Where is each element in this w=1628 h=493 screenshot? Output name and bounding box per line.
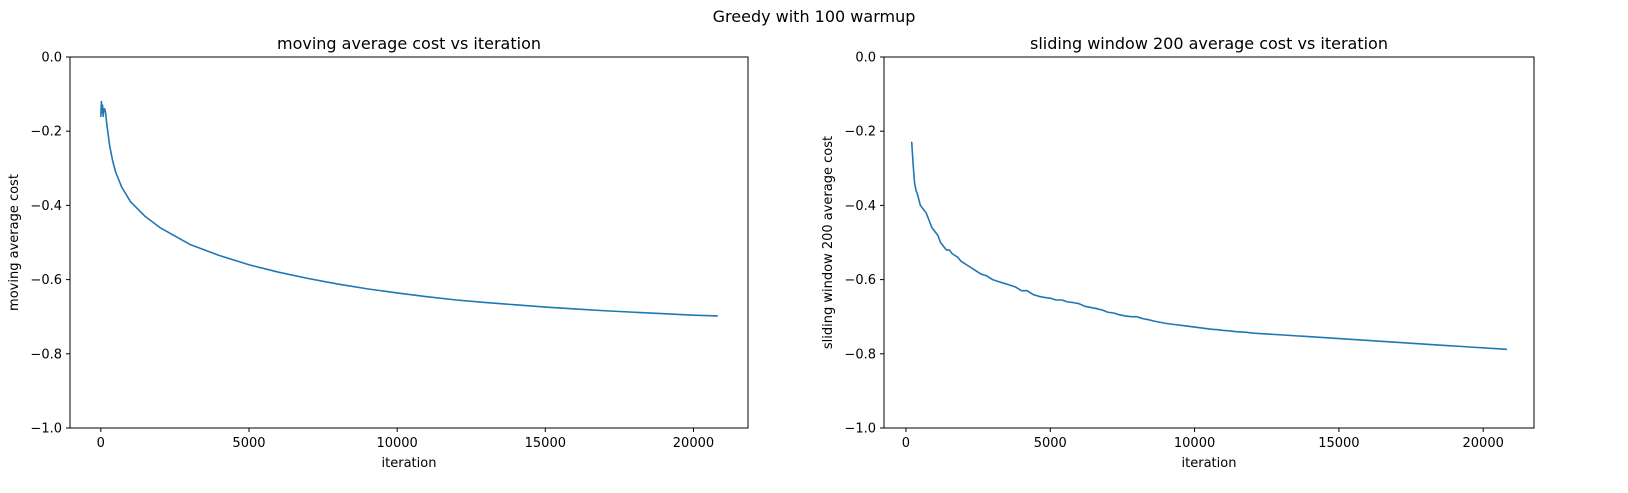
- x-tick-label: 15000: [1318, 436, 1359, 451]
- y-tick-label: 0.0: [855, 51, 876, 66]
- axis-ticks: 0 5000 10000 15000 20000 −1.0 −0.8 −0.6 −0.4 −0.2…: [30, 51, 714, 452]
- axes-frame: [883, 56, 1535, 429]
- series-line: [910, 141, 1508, 351]
- series-line: [100, 100, 718, 317]
- x-tick-label: 5000: [1034, 436, 1067, 451]
- x-tick-label: 5000: [232, 436, 265, 451]
- y-tick-label: −0.6: [844, 273, 876, 288]
- x-axis-label: iteration: [1182, 456, 1237, 471]
- y-tick-label: −0.8: [844, 347, 876, 362]
- y-axis-label: sliding window 200 average cost: [821, 136, 836, 349]
- x-tick-label: 0: [97, 436, 105, 451]
- x-tick-label: 10000: [1174, 436, 1215, 451]
- subplot-title: moving average cost vs iteration: [277, 34, 541, 53]
- x-axis-label: iteration: [382, 456, 437, 471]
- y-tick-label: −1.0: [30, 422, 62, 437]
- x-tick-label: 15000: [525, 436, 566, 451]
- subplot-sliding-window: sliding window 200 average cost vs itera…: [821, 34, 1535, 471]
- figure-suptitle: Greedy with 100 warmup: [713, 7, 916, 26]
- x-tick-label: 10000: [376, 436, 417, 451]
- y-tick-label: −1.0: [844, 422, 876, 437]
- y-tick-label: −0.4: [844, 199, 876, 214]
- x-tick-label: 0: [902, 436, 910, 451]
- y-tick-label: −0.4: [30, 199, 62, 214]
- y-tick-label: −0.8: [30, 347, 62, 362]
- x-tick-label: 20000: [673, 436, 714, 451]
- axis-ticks: 0 5000 10000 15000 20000 −1.0 −0.8 −0.6 −0.4 −0.2…: [844, 51, 1503, 452]
- y-tick-label: −0.6: [30, 273, 62, 288]
- axes-frame: [69, 56, 749, 429]
- subplot-title: sliding window 200 average cost vs itera…: [1030, 34, 1388, 53]
- y-tick-label: 0.0: [41, 51, 62, 66]
- y-tick-label: −0.2: [844, 125, 876, 140]
- plot-lines: [910, 141, 1508, 351]
- y-axis-label: moving average cost: [7, 174, 22, 311]
- plot-lines: [100, 100, 718, 317]
- y-tick-label: −0.2: [30, 125, 62, 140]
- subplot-moving-average: moving average cost vs iteration iterati…: [7, 34, 749, 471]
- x-tick-label: 20000: [1463, 436, 1504, 451]
